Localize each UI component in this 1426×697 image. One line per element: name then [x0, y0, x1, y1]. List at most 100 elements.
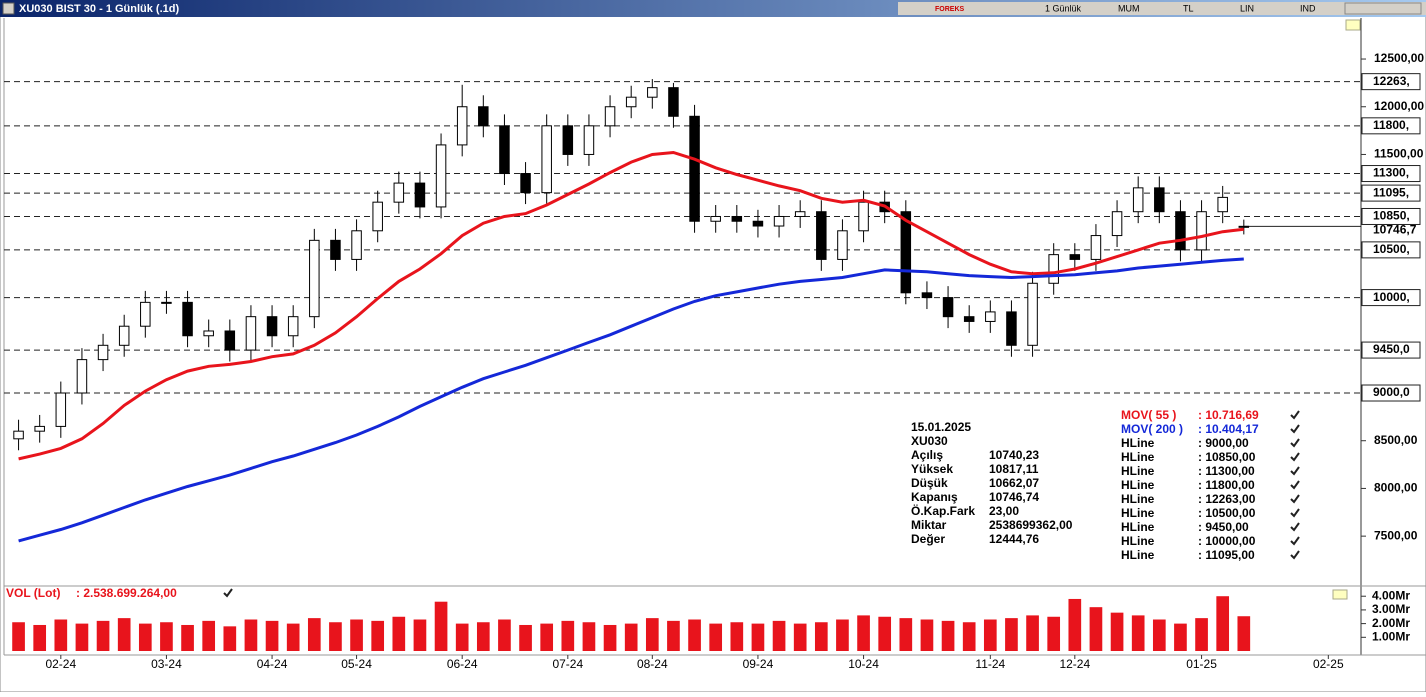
x-tick-label: 09-24: [743, 657, 774, 671]
volume-bar: [371, 620, 385, 651]
candle-body: [140, 301, 151, 327]
hline-label-box: [1361, 207, 1421, 225]
hline-label-box: [1361, 73, 1421, 91]
check-icon: [1290, 438, 1300, 448]
candle-body: [668, 87, 679, 117]
toolbar-item[interactable]: IND: [1300, 3, 1316, 13]
volume-bar: [603, 624, 617, 651]
candle-body: [456, 106, 468, 146]
candle-body: [858, 201, 869, 232]
legend-value: : 11095,00: [1198, 548, 1255, 562]
volume-bar: [498, 619, 511, 651]
x-tick-label: 02-24: [45, 657, 76, 671]
hline-label-box: [1361, 117, 1421, 135]
close-button[interactable]: [2, 2, 15, 15]
check-icon: [1290, 452, 1300, 462]
candle-body: [921, 292, 933, 299]
info-value: 10662,07: [989, 476, 1039, 490]
moving-average-line: [18, 257, 1244, 543]
hline-label-box: [1361, 241, 1421, 259]
legend-value: : 11300,00: [1198, 464, 1255, 478]
candle-body: [1175, 211, 1186, 251]
toolbar-item[interactable]: LIN: [1240, 3, 1254, 13]
candle-body: [499, 125, 510, 175]
candle-body: [372, 201, 383, 232]
legend-name: MOV( 200 ): [1121, 422, 1183, 436]
volume-bar: [624, 623, 638, 651]
check-icon: [1290, 466, 1300, 476]
candle-body: [351, 230, 362, 260]
info-value: 10740,23: [989, 448, 1039, 462]
volume-bar: [941, 620, 955, 651]
volume-bar: [1005, 618, 1018, 651]
toolbar-item[interactable]: MUM: [1118, 3, 1140, 13]
candle-body: [604, 106, 616, 127]
volume-bar: [434, 601, 448, 651]
window-title: XU030 BIST 30 - 1 Günlük (.1d): [19, 3, 179, 15]
legend-name: MOV( 55 ): [1121, 408, 1176, 422]
y-tick-label: 7500,00: [1374, 528, 1418, 542]
legend-value: : 10000,00: [1198, 534, 1256, 548]
legend-name: HLine: [1121, 534, 1155, 548]
info-value: 23,00: [989, 504, 1019, 518]
legend-name: HLine: [1121, 436, 1155, 450]
candle-body: [182, 301, 193, 337]
hline-label-box: [1361, 184, 1421, 202]
candle-body: [309, 239, 320, 318]
pane-button[interactable]: [1332, 589, 1348, 600]
volume-bar: [33, 624, 47, 651]
volume-bar: [75, 623, 89, 651]
candle-body: [900, 211, 912, 294]
volume-bar: [582, 622, 596, 651]
volume-bar: [54, 619, 68, 651]
toolbar-item[interactable]: 1 Günlük: [1045, 3, 1082, 13]
x-tick-label: 10-24: [848, 657, 879, 671]
toolbar-item[interactable]: TL: [1183, 3, 1194, 13]
volume-bar: [857, 615, 870, 651]
info-label: Ö.Kap.Fark: [911, 503, 975, 518]
volume-bar: [138, 623, 152, 651]
volume-bar: [1131, 615, 1145, 651]
check-icon: [1290, 494, 1300, 504]
toolbar-logo: FOREKS: [935, 6, 965, 13]
candle-body: [731, 215, 743, 222]
volume-bar: [793, 623, 807, 651]
volume-bar: [709, 623, 723, 651]
legend-name: HLine: [1121, 464, 1155, 478]
x-tick-label: 11-24: [975, 657, 1005, 671]
legend-name: HLine: [1121, 492, 1155, 506]
candle-body: [266, 316, 278, 337]
last-price-label: 10746,7: [1373, 223, 1417, 237]
legend-name: HLine: [1121, 506, 1155, 520]
volume-bar: [392, 616, 406, 651]
candle-body: [1090, 235, 1102, 260]
hline-label: 11800,: [1373, 118, 1409, 132]
check-icon: [1290, 424, 1300, 434]
x-tick-label: 04-24: [257, 657, 288, 671]
hline-label: 9450,0: [1373, 342, 1410, 356]
legend-name: HLine: [1121, 450, 1155, 464]
candle-body: [76, 359, 88, 394]
pane-button[interactable]: [1345, 19, 1361, 31]
y-tick-label: 12000,00: [1374, 99, 1424, 113]
info-label: Düşük: [911, 476, 948, 490]
hline-label-box: [1361, 165, 1421, 183]
legend-name: HLine: [1121, 478, 1155, 492]
legend-value: : 10.716,69: [1198, 408, 1259, 422]
candle-body: [837, 230, 848, 260]
candle-body: [794, 211, 806, 217]
window-buttons[interactable]: [1344, 2, 1422, 15]
legend-name: HLine: [1121, 520, 1155, 534]
info-panel: 15.01.2025 XU030 Açılış 10740,23 Yüksek 108…: [911, 420, 1073, 546]
volume-bar: [645, 618, 659, 651]
volume-bar: [413, 619, 427, 651]
hline-label: 9000,0: [1373, 385, 1410, 399]
volume-bar: [1152, 619, 1166, 651]
hline-label: 12263,: [1373, 74, 1410, 88]
check-icon: [1290, 508, 1300, 518]
check-icon: [223, 588, 233, 598]
candle-body: [625, 96, 637, 108]
candle-body: [245, 316, 257, 351]
volume-value: : 2.538.699.264,00: [76, 586, 177, 600]
